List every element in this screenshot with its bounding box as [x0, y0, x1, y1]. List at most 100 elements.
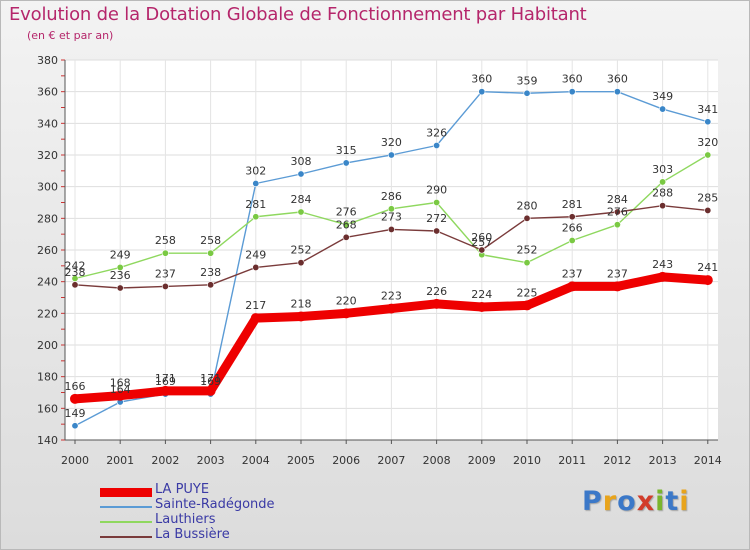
data-label-lauthiers: 303: [652, 163, 673, 176]
data-label-la-puye: 237: [562, 267, 583, 280]
x-tick-label: 2011: [558, 454, 586, 467]
x-tick-label: 2000: [61, 454, 89, 467]
data-point-la-bussi-re: [252, 263, 260, 271]
data-point-la-puye: [702, 275, 713, 286]
x-tick-label: 2013: [649, 454, 677, 467]
data-point-lauthiers: [161, 249, 169, 257]
data-label-la-puye: 168: [110, 377, 131, 390]
y-tick-label: 180: [37, 371, 58, 384]
data-point-la-bussi-re: [297, 259, 305, 267]
data-label-sainte-rad-gonde: 360: [562, 73, 583, 86]
x-tick-label: 2012: [603, 454, 631, 467]
data-label-lauthiers: 266: [562, 222, 583, 235]
data-label-layer: 149 164 169 169 302 308 315 320 326 360 359 360 360 3…: [65, 73, 719, 420]
data-label-lauthiers: 290: [426, 184, 447, 197]
legend-label: Sainte-Radégonde: [155, 497, 275, 512]
x-tick-label: 2005: [287, 454, 315, 467]
x-tick-label: 2003: [197, 454, 225, 467]
data-label-lauthiers: 249: [110, 248, 131, 261]
chart-title: Evolution de la Dotation Globale de Fonc…: [9, 4, 587, 25]
data-point-lauthiers: [116, 263, 124, 271]
data-point-sainte-rad-gonde: [613, 88, 621, 96]
data-label-sainte-rad-gonde: 169: [200, 375, 221, 388]
data-label-la-bussi-re: 273: [381, 210, 402, 223]
legend-swatch: [100, 487, 152, 497]
data-point-lauthiers: [433, 199, 441, 207]
data-point-la-bussi-re: [523, 214, 531, 222]
data-point-sainte-rad-gonde: [568, 88, 576, 96]
x-tick-label: 2009: [468, 454, 496, 467]
x-tick-label: 2008: [423, 454, 451, 467]
data-label-lauthiers: 242: [65, 260, 86, 273]
data-point-la-puye: [296, 311, 306, 322]
data-point-lauthiers: [568, 237, 576, 245]
legend-label: La Bussière: [155, 527, 230, 542]
chart-subtitle: (en € et par an): [27, 29, 114, 42]
data-label-sainte-rad-gonde: 349: [652, 90, 673, 103]
y-tick-label: 280: [37, 212, 58, 225]
data-point-lauthiers: [704, 151, 712, 159]
data-label-la-puye: 226: [426, 285, 447, 298]
data-label-la-puye: 241: [697, 261, 718, 274]
series-layer: [70, 88, 713, 430]
y-tick-label: 220: [37, 307, 58, 320]
data-point-lauthiers: [613, 221, 621, 229]
data-point-la-bussi-re: [433, 227, 441, 235]
y-tick-label: 340: [37, 117, 58, 130]
data-point-la-bussi-re: [387, 225, 395, 233]
y-tick-label: 200: [37, 339, 58, 352]
y-tick-label: 300: [37, 181, 58, 194]
x-tick-label: 2007: [377, 454, 405, 467]
data-label-la-bussi-re: 252: [291, 244, 312, 257]
data-label-lauthiers: 276: [607, 206, 628, 219]
data-label-la-puye: 225: [517, 286, 538, 299]
legend-swatch: [100, 536, 152, 538]
y-tick-label: 320: [37, 149, 58, 162]
data-point-la-puye: [522, 300, 532, 311]
x-tick-label: 2002: [151, 454, 179, 467]
data-label-sainte-rad-gonde: 149: [65, 407, 86, 420]
data-label-la-bussi-re: 288: [652, 187, 673, 200]
legend-swatch: [100, 521, 152, 523]
data-point-la-puye: [612, 281, 623, 292]
data-label-lauthiers: 281: [245, 198, 266, 211]
data-point-la-puye: [431, 298, 442, 309]
axis-layer: 140 160 180 200 220 240 260 280 300 320 340 360 380 2…: [37, 54, 722, 467]
data-label-lauthiers: 258: [200, 234, 221, 247]
data-label-la-bussi-re: 260: [471, 231, 492, 244]
x-tick-label: 2001: [106, 454, 134, 467]
data-point-sainte-rad-gonde: [478, 88, 486, 96]
data-point-sainte-rad-gonde: [387, 151, 395, 159]
data-point-lauthiers: [659, 178, 667, 186]
data-label-la-puye: 243: [652, 258, 673, 271]
data-point-la-bussi-re: [613, 208, 621, 216]
legend-label: Lauthiers: [155, 512, 216, 527]
x-tick-label: 2010: [513, 454, 541, 467]
data-point-sainte-rad-gonde: [71, 422, 79, 430]
data-label-lauthiers: 258: [155, 234, 176, 247]
data-label-la-bussi-re: 284: [607, 193, 628, 206]
data-point-la-puye: [250, 313, 261, 324]
data-label-la-bussi-re: 238: [65, 266, 86, 279]
data-label-la-bussi-re: 268: [336, 218, 357, 231]
data-point-la-puye: [341, 308, 352, 319]
data-point-la-bussi-re: [161, 282, 169, 290]
data-point-lauthiers: [252, 213, 260, 221]
data-point-la-bussi-re: [568, 213, 576, 221]
data-point-la-bussi-re: [71, 281, 79, 289]
data-point-la-puye: [115, 390, 126, 401]
data-label-lauthiers: 286: [381, 190, 402, 203]
data-label-la-puye: 220: [336, 294, 357, 307]
data-label-sainte-rad-gonde: 360: [607, 73, 628, 86]
logo-letter: P: [582, 486, 603, 517]
logo-letter: o: [617, 486, 637, 517]
data-label-la-bussi-re: 280: [517, 199, 538, 212]
logo-letter: t: [665, 486, 680, 517]
data-point-la-puye: [160, 385, 171, 396]
y-tick-label: 380: [37, 54, 58, 67]
data-label-lauthiers: 257: [471, 236, 492, 249]
logo-letter: x: [636, 486, 656, 517]
proxiti-logo: Proxiti: [582, 486, 690, 517]
data-point-la-puye: [657, 271, 668, 282]
